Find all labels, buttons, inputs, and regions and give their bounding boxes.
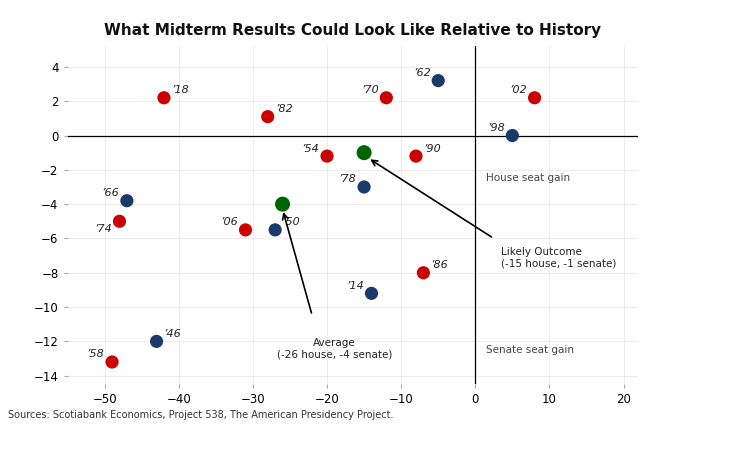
Point: [121, 197, 133, 205]
Text: Sources: Scotiabank Economics, Project 538, The American Presidency Project.: Sources: Scotiabank Economics, Project 5…: [8, 410, 393, 420]
Text: ’98: ’98: [487, 123, 505, 133]
Text: ’86: ’86: [431, 260, 448, 270]
Point: [410, 152, 422, 160]
Text: ’50: ’50: [282, 217, 300, 227]
Text: Chart of the Week:  Prepared by: Marc Ercolao, Economic Analyst.: Chart of the Week: Prepared by: Marc Erc…: [8, 442, 370, 452]
Text: ’82: ’82: [275, 104, 293, 114]
Point: [158, 94, 170, 101]
Point: [321, 152, 333, 160]
Point: [506, 132, 518, 139]
Point: [269, 226, 281, 233]
Point: [366, 290, 378, 297]
Text: ’66: ’66: [101, 188, 119, 198]
Text: ’62: ’62: [413, 68, 431, 78]
Point: [418, 269, 430, 276]
Text: ’70: ’70: [361, 85, 379, 95]
Point: [358, 149, 370, 156]
Text: ’14: ’14: [346, 281, 364, 291]
Text: Senate seat gain: Senate seat gain: [487, 345, 575, 355]
Text: ’18: ’18: [171, 85, 189, 95]
Point: [261, 113, 273, 120]
Text: ’90: ’90: [424, 144, 441, 154]
Point: [529, 94, 541, 101]
Text: ’06: ’06: [220, 217, 238, 227]
Text: ’46: ’46: [164, 329, 182, 339]
Point: [276, 200, 288, 208]
Text: Likely Outcome
(-15 house, -1 senate): Likely Outcome (-15 house, -1 senate): [501, 247, 617, 269]
Point: [113, 218, 125, 225]
Text: House seat gain: House seat gain: [487, 174, 571, 183]
Text: ’74: ’74: [95, 224, 112, 234]
Point: [433, 77, 445, 84]
Text: ’54: ’54: [302, 144, 320, 154]
Text: ’02: ’02: [509, 85, 527, 95]
Point: [106, 358, 118, 366]
Text: ’78: ’78: [339, 175, 357, 184]
Point: [358, 183, 370, 191]
Title: What Midterm Results Could Look Like Relative to History: What Midterm Results Could Look Like Rel…: [104, 23, 602, 38]
Point: [150, 338, 162, 345]
Text: ’58: ’58: [87, 350, 104, 359]
Text: Average
(-26 house, -4 senate): Average (-26 house, -4 senate): [277, 338, 392, 360]
Point: [240, 226, 252, 233]
Point: [380, 94, 392, 101]
